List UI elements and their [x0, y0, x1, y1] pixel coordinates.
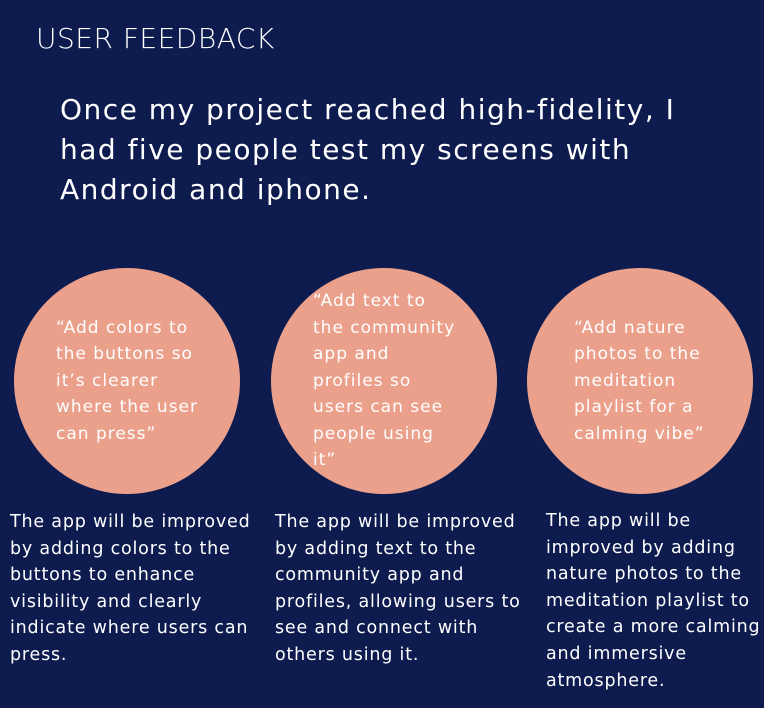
- feedback-quote-circle-3: “Add nature photos to the meditation pla…: [527, 268, 753, 494]
- page-title: USER FEEDBACK: [36, 22, 275, 55]
- feedback-quote-circle-1: “Add colors to the buttons so it’s clear…: [14, 268, 240, 494]
- feedback-quote-3: “Add nature photos to the meditation pla…: [574, 317, 705, 444]
- intro-text: Once my project reached high-fidelity, I…: [60, 93, 676, 206]
- feedback-quote-1: “Add colors to the buttons so it’s clear…: [56, 317, 198, 444]
- feedback-response-2: The app will be improved by adding text …: [275, 512, 521, 665]
- feedback-response-3: The app will be improved by adding natur…: [546, 511, 761, 691]
- feedback-response-1: The app will be improved by adding color…: [10, 512, 251, 665]
- feedback-quote-2: “Add text to the community app and profi…: [313, 291, 456, 471]
- feedback-quote-circle-2: “Add text to the community app and profi…: [271, 268, 497, 494]
